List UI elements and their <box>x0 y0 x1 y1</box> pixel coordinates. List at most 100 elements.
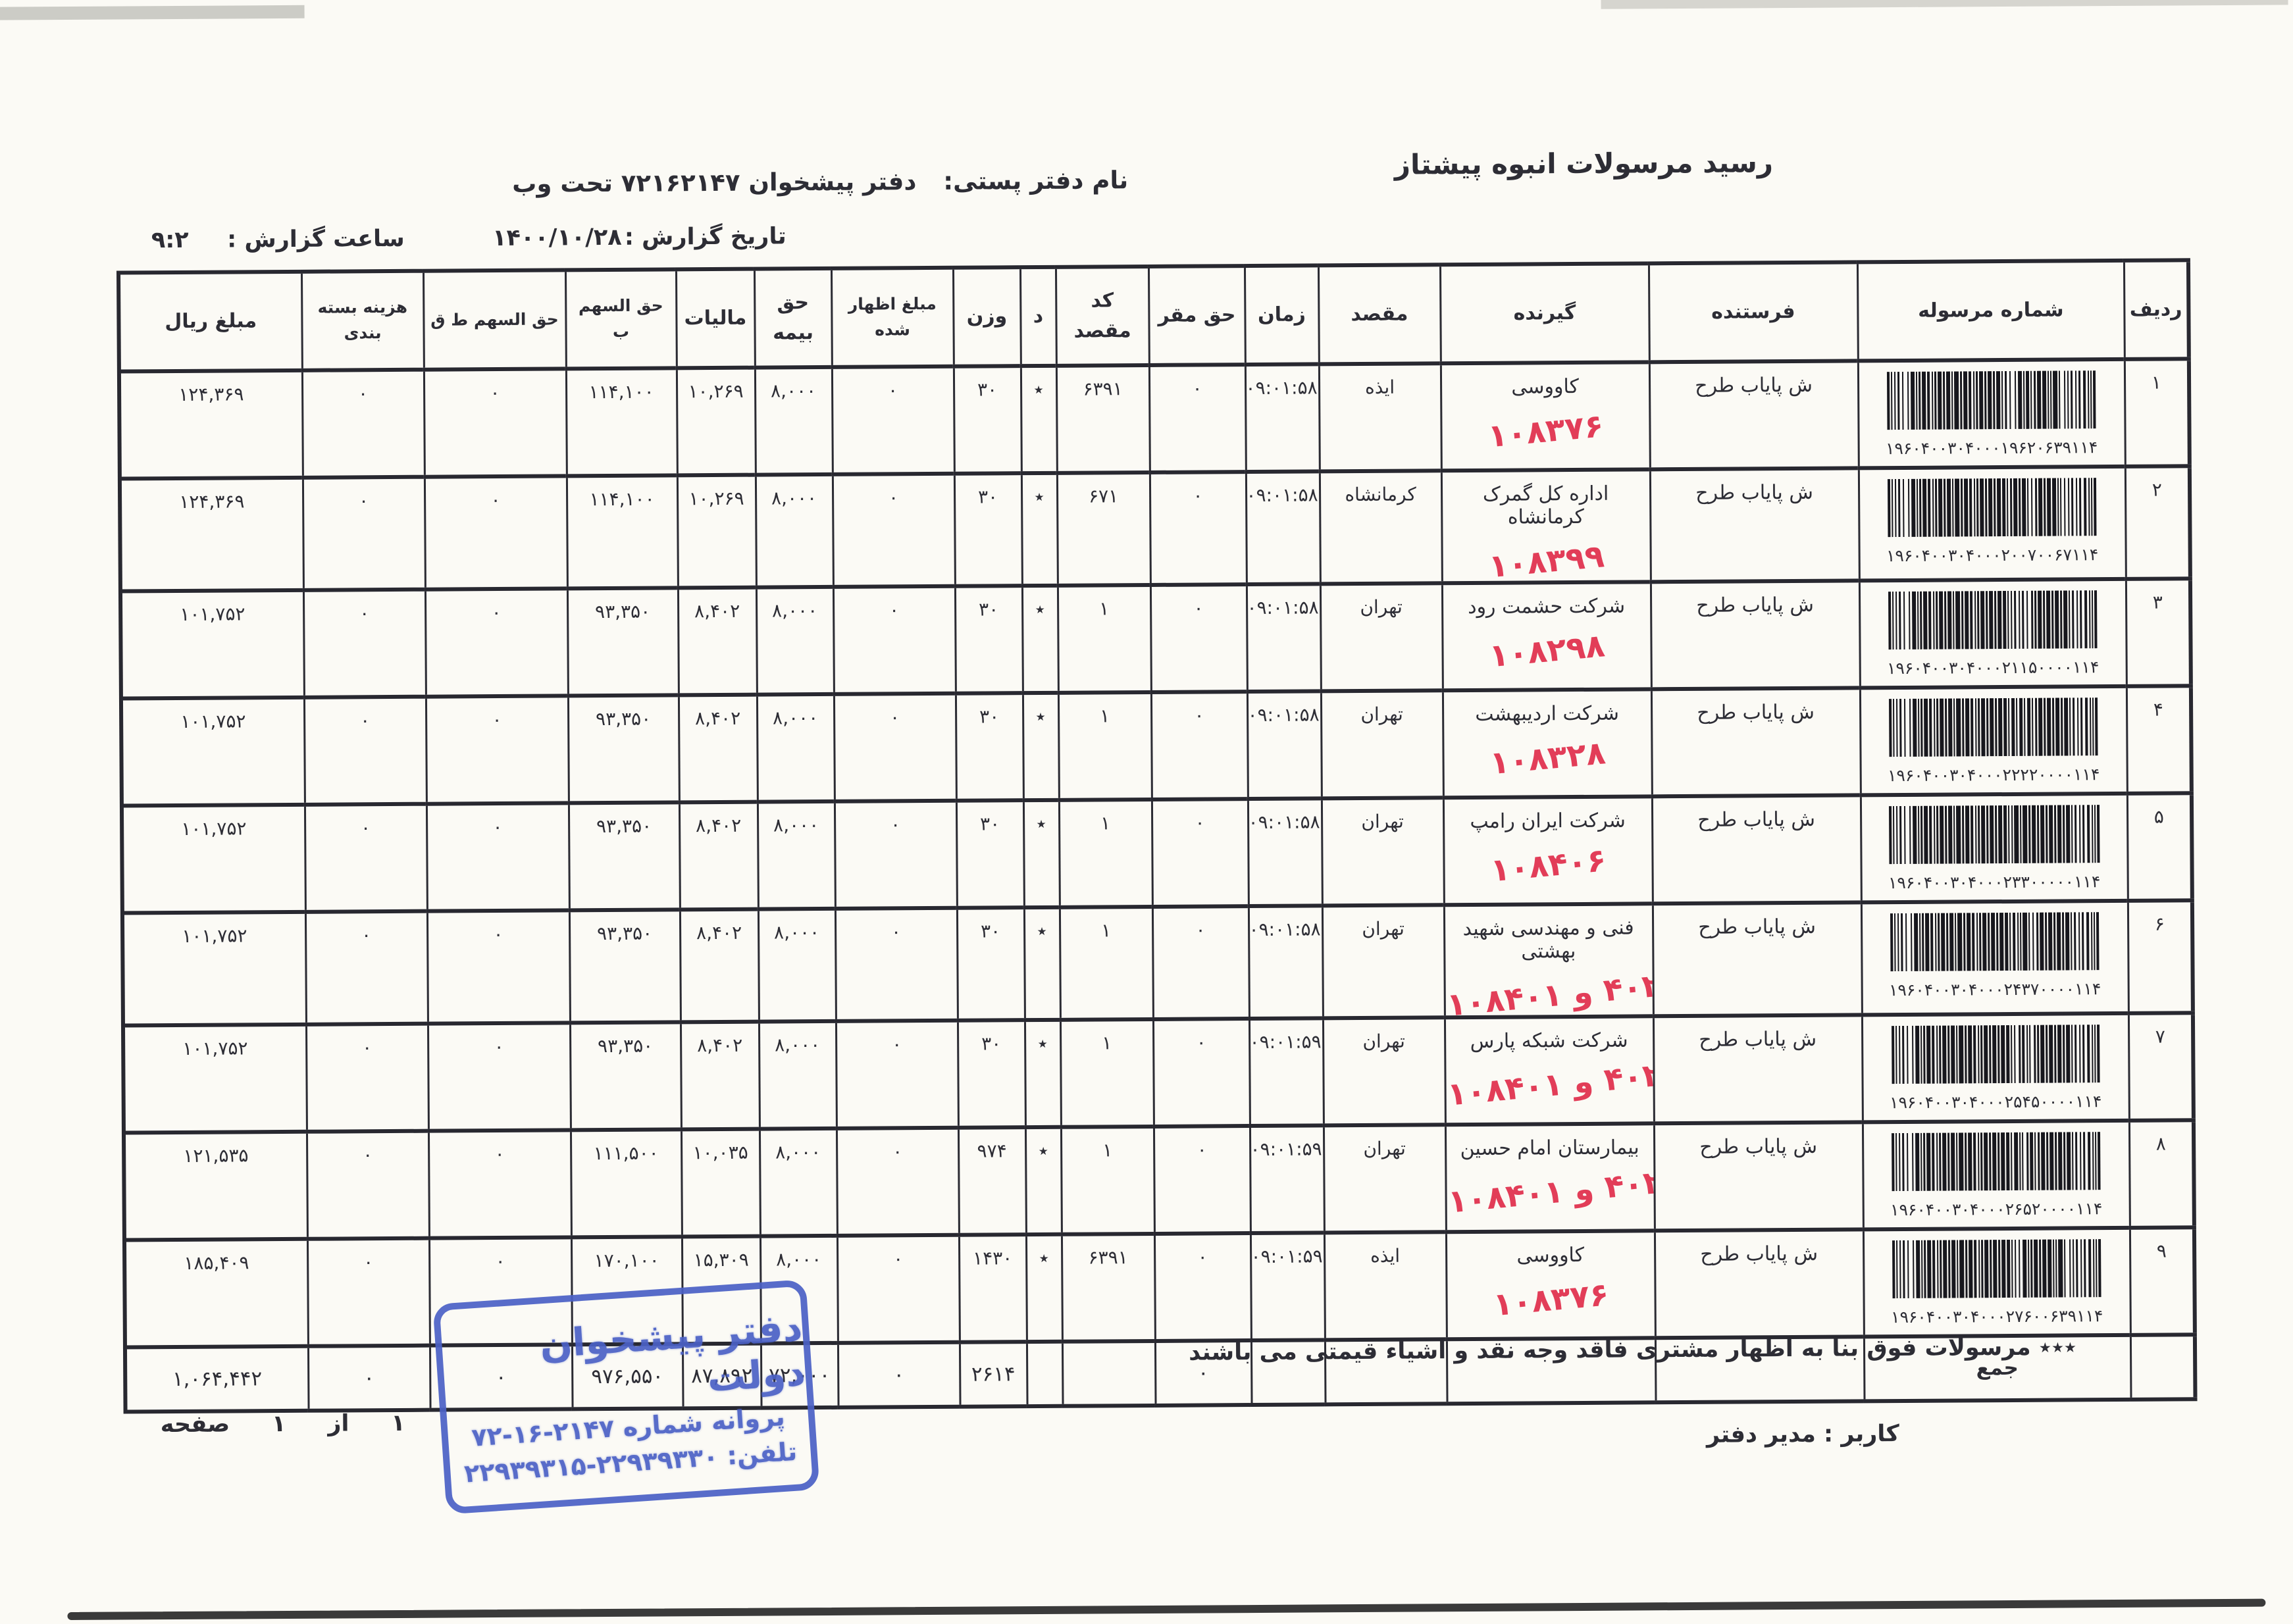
tracking-number: ۱۹۶۰۴۰۰۳۰۴۰۰۰۲۷۶۰۰۶۳۹۱۱۴ <box>1891 1306 2103 1327</box>
handwritten-note: ۱۰۸۴۰۱ و ۴۰۲ <box>1445 967 1653 1018</box>
cell-row: ۲ <box>2125 466 2190 579</box>
cell-weight: ۹۷۴ <box>958 1127 1026 1235</box>
cell-haq_maqar: ۰ <box>1150 584 1247 692</box>
column-header-dest_code: کد مقصد <box>1055 266 1149 366</box>
cell-share_tq: ۰ <box>427 1023 571 1131</box>
cell-weight: ۳۰ <box>954 473 1022 586</box>
column-header-receiver: گیرنده <box>1439 263 1649 364</box>
stamp-license-number: ۷۲-۱۶-۲۱۴۷ <box>471 1413 615 1452</box>
handwritten-note: ۱۰۸۳۷۶ <box>1485 407 1605 455</box>
receiver-name: شرکت اردیبهشت <box>1475 701 1620 726</box>
cell-share_tq: ۰ <box>426 910 570 1024</box>
total-d <box>1026 1341 1063 1407</box>
cell-dest_code: ۱ <box>1057 584 1151 693</box>
report-time-value: ۹:۲ <box>151 226 189 254</box>
cell-row: ۷ <box>2128 1013 2194 1121</box>
cell-d: ٭ <box>1024 1019 1061 1128</box>
receiver-name: شرکت ایران رامپ <box>1470 809 1626 833</box>
cell-tracking-barcode: ۱۹۶۰۴۰۰۳۰۴۰۰۰۲۷۶۰۰۶۳۹۱۱۴ <box>1863 1227 2130 1337</box>
report-time-label: ساعت گزارش : <box>227 225 405 253</box>
cell-dest: تهران <box>1321 798 1444 906</box>
cell-packing: ۰ <box>306 1130 429 1239</box>
no-valuables-note: ٭٭٭ مرسولات فوق بنا به اظهار مشتری فاقد … <box>1189 1334 2077 1366</box>
cell-share_p: ۱۱۴,۱۰۰ <box>566 475 678 589</box>
column-header-dest: مقصد <box>1318 265 1441 365</box>
table-header: ردیف شماره مرسوله فرستنده گیرنده مقصد زمان حق … <box>118 260 2189 372</box>
cell-sender: ش پایاب طرح <box>1649 361 1859 470</box>
column-header-sender: فرستنده <box>1648 262 1858 363</box>
table-row: ۳ ۱۹۶۰۴۰۰۳۰۴۰۰۰۲۱۱۵۰۰۰۰۱۱۴ ش پایاب طرح شرکت… <box>120 578 2191 699</box>
cell-d: ٭ <box>1022 692 1059 801</box>
tracking-number: ۱۹۶۰۴۰۰۳۰۴۰۰۰۲۳۳۰۰۰۰۰۱۱۴ <box>1888 872 2101 893</box>
cell-row: ۴ <box>2126 686 2192 794</box>
cell-amount: ۱۲۴,۳۶۹ <box>118 370 303 479</box>
cell-tracking-barcode: ۱۹۶۰۴۰۰۳۰۴۰۰۰۲۳۳۰۰۰۰۰۱۱۴ <box>1860 793 2128 903</box>
cell-tracking-barcode: ۱۹۶۰۴۰۰۳۰۴۰۰۰۲۰۰۷۰۰۶۷۱۱۴ <box>1858 466 2126 581</box>
cell-dest: ایذه <box>1318 363 1441 472</box>
report-date-label: تاریخ گزارش : <box>624 223 786 251</box>
cell-packing: ۰ <box>301 369 425 478</box>
cell-share_p: ۹۳,۳۵۰ <box>567 695 679 803</box>
cell-tracking-barcode: ۱۹۶۰۴۰۰۳۰۴۰۰۰۲۱۱۵۰۰۰۰۱۱۴ <box>1859 578 2126 688</box>
cell-dest_code: ۱ <box>1060 1126 1154 1234</box>
cell-amount: ۱۰۱,۷۵۲ <box>121 804 305 913</box>
cell-dest: تهران <box>1322 905 1445 1019</box>
barcode-image <box>1882 1132 2110 1192</box>
cell-weight: ۳۰ <box>956 800 1024 908</box>
cell-receiver: شرکت حشمت رود ۱۰۸۲۹۸ <box>1441 582 1651 691</box>
tracking-number: ۱۹۶۰۴۰۰۳۰۴۰۰۰۱۹۶۲۰۶۳۹۱۱۴ <box>1885 438 2098 459</box>
cell-dest_code: ۱ <box>1058 799 1152 907</box>
barcode-image <box>1882 1025 2109 1084</box>
cell-packing: ۰ <box>307 1238 430 1346</box>
cell-amount: ۱۲۱,۵۳۵ <box>123 1131 307 1240</box>
cell-declared: ۰ <box>834 800 957 909</box>
column-header-weight: وزن <box>952 267 1021 367</box>
stamp-phone-label: تلفن: <box>726 1436 798 1471</box>
cell-insurance: ۸,۰۰۰ <box>757 801 835 909</box>
cell-d: ٭ <box>1025 1127 1062 1235</box>
cell-share_tq: ۰ <box>423 368 567 477</box>
cell-receiver: شرکت اردیبهشت ۱۰۸۳۲۸ <box>1442 689 1652 798</box>
column-header-time: زمان <box>1244 265 1319 365</box>
cell-dest: تهران <box>1320 690 1443 799</box>
cell-weight: ۳۰ <box>954 586 1023 694</box>
cell-declared: ۰ <box>836 1127 959 1236</box>
cell-d: ٭ <box>1021 585 1058 694</box>
handwritten-note: ۱۰۸۲۹۸ <box>1487 627 1607 675</box>
tracking-number: ۱۹۶۰۴۰۰۳۰۴۰۰۰۲۲۲۲۰۰۰۰۱۱۴ <box>1887 765 2100 786</box>
cell-time: ۰۹:۰۱:۵۸ <box>1245 471 1320 585</box>
cell-tax: ۱۰,۲۶۹ <box>676 367 756 476</box>
stamp-license-label: پروانه شماره <box>621 1402 786 1442</box>
office-ink-stamp: دفتر پیشخوان دولت پروانه شماره ۷۲-۱۶-۲۱۴… <box>432 1279 820 1515</box>
cell-packing: ۰ <box>305 911 428 1025</box>
receiver-name: فنی و مهندسی شهید بهشتی <box>1462 916 1634 963</box>
receiver-name: کاووسی <box>1516 1243 1585 1267</box>
scan-edge-artifact <box>67 1598 2266 1621</box>
cell-tax: ۸,۴۰۲ <box>679 801 758 910</box>
page-title: رسید مرسولات انبوه پیشتاز <box>1394 146 1774 181</box>
table-row: ۴ ۱۹۶۰۴۰۰۳۰۴۰۰۰۲۲۲۲۰۰۰۰۱۱۴ ش پایاب طرح شرکت… <box>120 686 2192 806</box>
tracking-number: ۱۹۶۰۴۰۰۳۰۴۰۰۰۲۱۱۵۰۰۰۰۱۱۴ <box>1886 657 2100 678</box>
total-weight: ۲۶۱۴ <box>959 1342 1027 1407</box>
cell-dest: تهران <box>1323 1125 1446 1233</box>
cell-dest_code: ۶۳۹۱ <box>1056 365 1150 473</box>
cell-sender: ش پایاب طرح <box>1649 468 1859 582</box>
cell-receiver: اداره کل گمرک کرمانشاه ۱۰۸۳۹۹ <box>1441 469 1651 584</box>
total-packing: ۰ <box>307 1345 430 1411</box>
column-header-amount: مبلغ ریال <box>118 271 302 372</box>
table-row: ۸ ۱۹۶۰۴۰۰۳۰۴۰۰۰۲۶۵۲۰۰۰۰۱۱۴ ش پایاب طرح بیما… <box>123 1120 2194 1240</box>
barcode-image <box>1880 698 2107 757</box>
scan-edge-artifact <box>1601 0 2288 9</box>
cell-time: ۰۹:۰۱:۵۹ <box>1249 1125 1324 1234</box>
cell-declared: ۰ <box>833 693 956 801</box>
scan-edge-artifact <box>0 5 305 20</box>
tracking-number: ۱۹۶۰۴۰۰۳۰۴۰۰۰۲۴۳۷۰۰۰۰۱۱۴ <box>1888 979 2101 1000</box>
cell-sender: ش پایاب طرح <box>1653 1122 1863 1231</box>
cell-tracking-barcode: ۱۹۶۰۴۰۰۳۰۴۰۰۰۲۵۴۵۰۰۰۰۱۱۴ <box>1861 1013 2129 1123</box>
cell-declared: ۰ <box>833 586 956 694</box>
receiver-name: اداره کل گمرک کرمانشاه <box>1482 482 1609 529</box>
cell-tax: ۸,۴۰۲ <box>678 694 758 803</box>
cell-amount: ۱۰۱,۷۵۲ <box>122 911 306 1026</box>
total-dest_code <box>1062 1340 1156 1406</box>
